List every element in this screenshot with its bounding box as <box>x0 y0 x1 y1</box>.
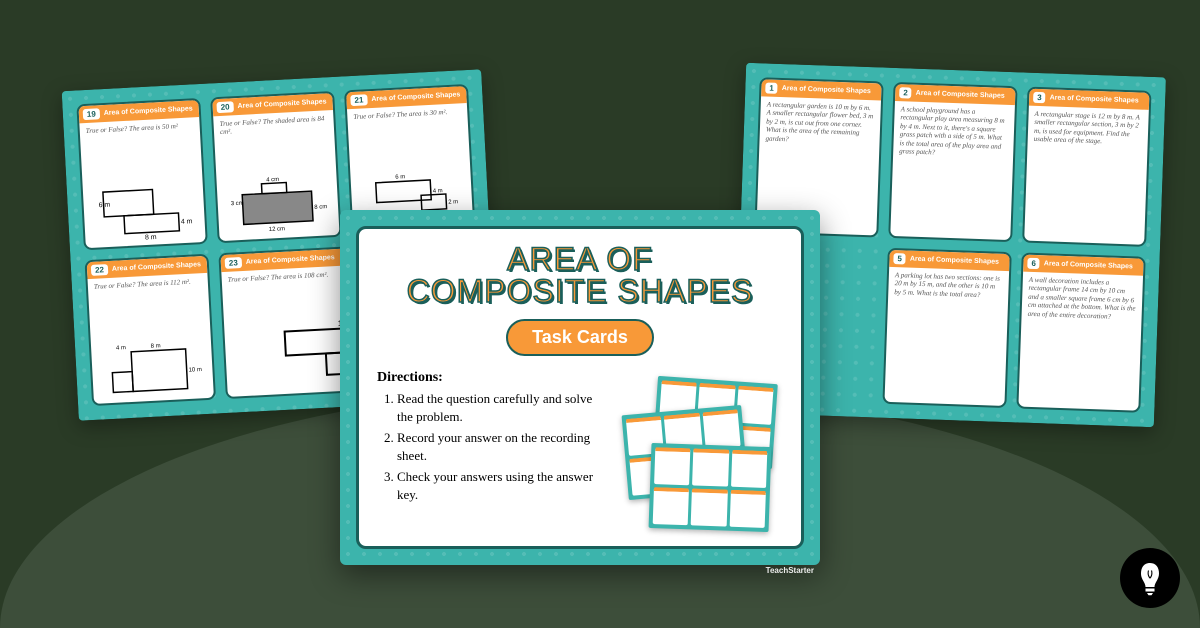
svg-text:2 m: 2 m <box>449 199 459 206</box>
card-number: 6 <box>1027 258 1040 269</box>
task-card-3: 3 Area of Composite Shapes A rectangular … <box>1022 87 1151 247</box>
subtitle-pill: Task Cards <box>506 319 654 356</box>
card-question: True or False? The shaded area is 84 cm²… <box>213 110 336 171</box>
card-label: Area of Composite Shapes <box>112 261 201 273</box>
card-question: True or False? The area is 112 m². <box>88 273 211 334</box>
svg-text:8 m: 8 m <box>151 343 161 350</box>
card-label: Area of Composite Shapes <box>910 256 999 266</box>
card-label: Area of Composite Shapes <box>246 254 335 266</box>
shape-diagram: 4 m 8 m 10 m <box>90 328 214 404</box>
card-question: A rectangular stage is 12 m by 8 m. A sm… <box>1024 106 1149 245</box>
direction-item: Read the question carefully and solve th… <box>397 390 600 425</box>
svg-text:3 cm: 3 cm <box>231 201 244 208</box>
task-card-2: 2 Area of Composite Shapes A school playg… <box>888 82 1017 242</box>
svg-text:4 cm: 4 cm <box>267 177 280 184</box>
card-question: A school playground has a rectangular pl… <box>890 101 1015 240</box>
card-question: True or False? The area is 30 m². <box>347 103 470 164</box>
card-number: 22 <box>91 264 108 276</box>
card-question: A wall decoration includes a rectangular… <box>1018 272 1143 411</box>
card-label: Area of Composite Shapes <box>916 90 1005 100</box>
card-label: Area of Composite Shapes <box>1044 260 1133 270</box>
card-number: 5 <box>893 253 906 264</box>
main-title-line1: AREA OF <box>377 243 783 275</box>
svg-text:8 m: 8 m <box>145 234 157 242</box>
card-number: 3 <box>1033 92 1046 103</box>
title-card-inner: AREA OF COMPOSITE SHAPES Task Cards Dire… <box>356 226 804 549</box>
card-label: Area of Composite Shapes <box>104 105 193 117</box>
main-title-line2: COMPOSITE SHAPES <box>377 275 783 307</box>
thumbnail-stack <box>615 380 785 530</box>
card-number: 19 <box>83 108 100 120</box>
svg-text:6 m: 6 m <box>99 202 111 210</box>
card-number: 1 <box>765 82 778 93</box>
svg-text:8 cm: 8 cm <box>315 204 328 211</box>
brand-label: TeachStarter <box>766 566 814 575</box>
sheet-thumbnail <box>649 443 772 532</box>
card-label: Area of Composite Shapes <box>782 85 871 95</box>
card-question: True or False? The area is 50 m² <box>79 117 202 178</box>
svg-text:4 m: 4 m <box>116 345 126 352</box>
direction-item: Check your answers using the answer key. <box>397 468 600 503</box>
directions-list: Read the question carefully and solve th… <box>377 390 600 503</box>
brand-logo-icon <box>1120 548 1180 608</box>
svg-text:4 m: 4 m <box>181 218 193 226</box>
card-number: 20 <box>216 101 233 113</box>
card-number: 2 <box>899 87 912 98</box>
title-card: AREA OF COMPOSITE SHAPES Task Cards Dire… <box>340 210 820 565</box>
task-card-19: 19 Area of Composite Shapes True or False… <box>76 98 207 250</box>
task-card-22: 22 Area of Composite Shapes True or False… <box>85 254 216 406</box>
shape-diagram: 6 m 4 m 8 m <box>82 172 206 248</box>
card-number: 21 <box>350 94 367 106</box>
card-label: Area of Composite Shapes <box>237 98 326 110</box>
svg-text:6 m: 6 m <box>396 174 406 181</box>
card-question: A parking lot has two sections: one is 2… <box>884 267 1009 406</box>
card-label: Area of Composite Shapes <box>1050 94 1139 104</box>
card-label: Area of Composite Shapes <box>371 91 460 103</box>
task-card-6: 6 Area of Composite Shapes A wall decorat… <box>1016 253 1145 413</box>
shape-diagram: 4 cm 3 cm 8 cm 12 cm <box>216 165 340 241</box>
card-number: 23 <box>225 257 242 269</box>
task-card-20: 20 Area of Composite Shapes True or False… <box>210 91 341 243</box>
svg-text:12 cm: 12 cm <box>269 226 286 233</box>
direction-item: Record your answer on the recording shee… <box>397 429 600 464</box>
task-card-5: 5 Area of Composite Shapes A parking lot … <box>882 248 1011 408</box>
svg-text:10 m: 10 m <box>189 367 203 374</box>
svg-text:4 m: 4 m <box>433 188 443 195</box>
